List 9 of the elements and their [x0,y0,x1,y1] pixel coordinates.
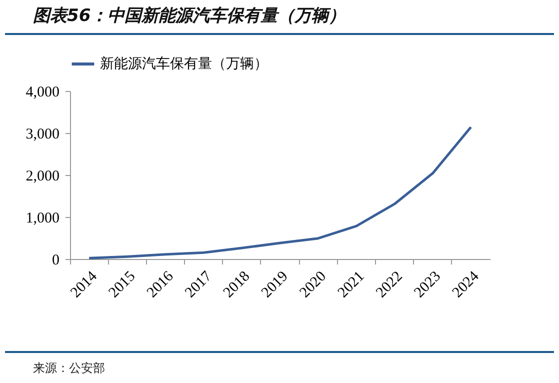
source-note: 来源：公安部 [33,360,105,377]
line-series [88,126,472,260]
y-tick-label: 2,000 [26,168,60,184]
y-tick-label: 4,000 [26,84,60,100]
chart-title: 图表56：中国新能源汽车保有量（万辆） [33,5,346,27]
y-tick-label: 1,000 [26,210,60,226]
y-tick-label: 0 [52,252,60,268]
y-tick-label: 3,000 [26,126,60,142]
legend-label: 新能源汽车保有量（万辆） [100,56,268,72]
